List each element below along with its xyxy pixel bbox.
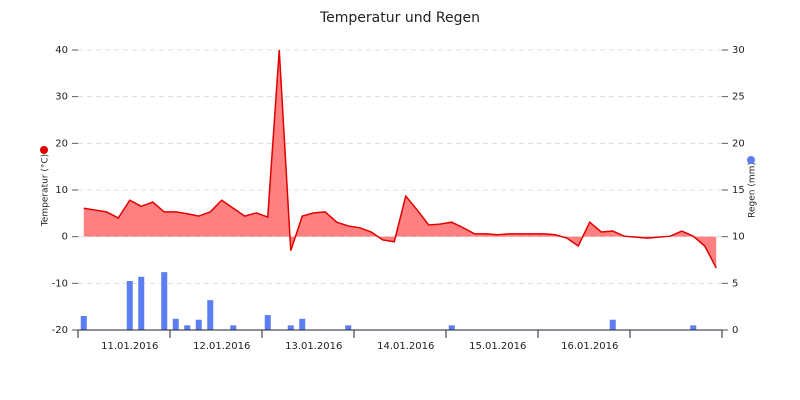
rain-bar	[161, 272, 168, 330]
x-tick-label: 16.01.2016	[561, 341, 618, 352]
legend-dot	[747, 156, 755, 164]
rain-bar	[264, 315, 271, 330]
y-tick-label: 0	[62, 232, 68, 243]
y2-tick-label: 30	[732, 45, 745, 56]
rain-bar	[80, 316, 87, 330]
rain-bar	[207, 300, 214, 330]
rain-bar	[184, 325, 191, 330]
y2-tick-label: 5	[732, 278, 738, 289]
rain-bar	[287, 325, 294, 330]
y-tick-label: 40	[55, 45, 68, 56]
y2-tick-label: 15	[732, 185, 745, 196]
x-tick-label: 14.01.2016	[377, 341, 434, 352]
rain-bar	[609, 319, 616, 330]
x-tick-label: 15.01.2016	[469, 341, 526, 352]
rain-bar	[230, 325, 237, 330]
rain-bar	[138, 276, 145, 330]
chart-title: Temperatur und Regen	[319, 10, 480, 26]
rain-bar	[690, 325, 697, 330]
legend-dot	[40, 146, 48, 154]
y2-tick-label: 10	[732, 232, 745, 243]
x-tick-label: 11.01.2016	[101, 341, 158, 352]
rain-bar	[299, 318, 306, 330]
y-tick-label: 30	[55, 92, 68, 103]
y2-tick-label: 25	[732, 92, 745, 103]
y-tick-label: -10	[52, 278, 68, 289]
y-tick-label: 20	[55, 138, 68, 149]
x-tick-label: 13.01.2016	[285, 341, 342, 352]
y-tick-label: -20	[52, 325, 68, 336]
rain-bar	[172, 318, 179, 330]
y2-tick-label: 20	[732, 138, 745, 149]
temperature-line	[83, 49, 717, 269]
y-axis-title: Temperatur (°C)	[41, 154, 51, 227]
rain-bar	[195, 319, 202, 330]
temperature-area	[83, 50, 717, 268]
rain-bar	[126, 281, 133, 330]
y-tick-label: 10	[55, 185, 68, 196]
rain-bar	[345, 325, 352, 330]
rain-bar	[448, 325, 455, 330]
y2-tick-label: 0	[732, 325, 738, 336]
x-tick-label: 12.01.2016	[193, 341, 250, 352]
y2-axis-title: Regen (mm)	[748, 162, 758, 218]
